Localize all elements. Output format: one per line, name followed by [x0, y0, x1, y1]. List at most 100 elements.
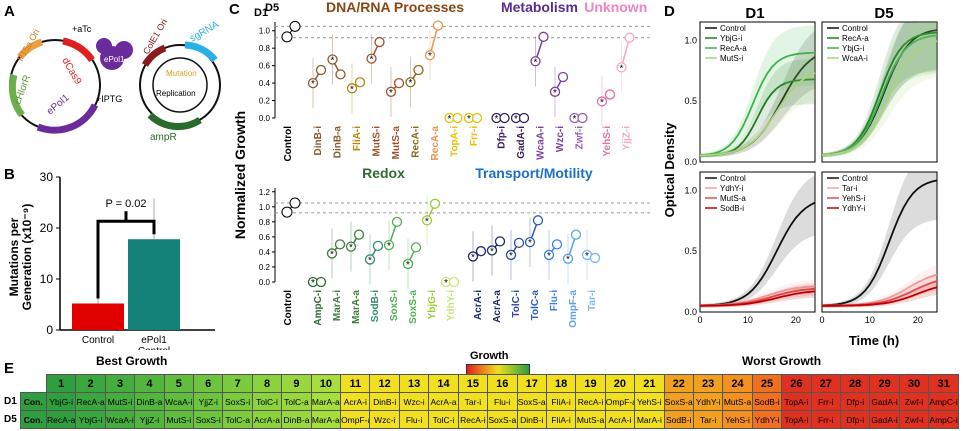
rank-gene-cell: MarA-a — [310, 392, 342, 411]
c-gene-tick-label: DinB-i — [313, 126, 324, 156]
d-column-title-d5: D5 — [874, 5, 893, 22]
c-significance-star: * — [370, 55, 374, 66]
d-error-band — [700, 283, 815, 308]
d-y-tick-label: 0.5 — [684, 246, 697, 256]
c-control-point-d5-bottom — [289, 197, 301, 209]
rank-number: 11 — [340, 374, 371, 393]
c-significance-star: * — [349, 243, 353, 254]
c-gene-tick-label: YjjZ-i — [622, 126, 633, 151]
c-gene-tick-label: TolC-i — [511, 290, 522, 318]
rank-gene-cell: Tar-i — [457, 392, 489, 411]
rank-gene-cell: Wzc-i — [398, 392, 430, 411]
rank-gene-cell: Frr-i — [810, 410, 841, 429]
b-y-tick-label: 30 — [40, 170, 54, 184]
rank-number: 29 — [869, 374, 900, 393]
c-significance-star: * — [620, 63, 624, 74]
c-gene-tick-label: Tar-i — [587, 290, 598, 311]
rank-gene-cell: Zwf-i — [898, 392, 930, 411]
c-point-d5 — [513, 237, 525, 249]
rank-gene-cell: OmpF-a — [340, 410, 371, 429]
rank-gene-cell: GadA-i — [869, 392, 900, 411]
c-point-d1 — [616, 62, 627, 73]
d-x-tick-label: 10 — [743, 315, 753, 325]
rank-gene-cell: AmpC-i — [928, 392, 959, 411]
c-point-d1 — [385, 86, 397, 97]
rank-gene-cell: YehS-i — [722, 410, 753, 429]
c-point-d1 — [326, 248, 338, 259]
b-y-tick-label: 20 — [40, 221, 54, 235]
rank-number: 8 — [251, 374, 283, 393]
p15a-ori-segment — [17, 38, 44, 60]
panel-letter-b: B — [4, 166, 15, 183]
b-bar — [128, 239, 180, 330]
c-point-d5 — [334, 239, 346, 250]
rank-number: 18 — [545, 374, 577, 393]
d-error-band — [822, 22, 937, 158]
c-gene-tick-label: GadA-i — [516, 126, 527, 159]
c-point-d1 — [405, 77, 416, 88]
c-point-d5 — [499, 112, 510, 124]
worst-growth-label: Worst Growth — [742, 354, 822, 368]
rank-gene-cell: SoxS-a — [487, 410, 518, 429]
plasmid-schematic: A P15a Ori dCas9 cHlorR ePol1 +aTc +IPTG… — [4, 3, 221, 143]
c-significance-star: * — [471, 252, 475, 263]
d-legend-label: SodB-i — [720, 204, 744, 213]
c-point-d5 — [353, 229, 365, 240]
rank-gene-cell: RecA-i — [575, 392, 606, 411]
ampr-segment — [147, 112, 202, 130]
rank-header-row: 1 2 3 4 5 6 7 8 9 10 11 12 13 14 15 16 17 18 19 20 21 22 23 24 2… — [4, 374, 959, 393]
rank-number: 14 — [428, 374, 459, 393]
panel-letter-c: C — [229, 1, 240, 18]
rank-gene-cell: SoxS-a — [663, 392, 694, 411]
panel-letter-e: E — [4, 360, 15, 377]
rank-gene-cell: MarA-i — [634, 410, 665, 429]
c-significance-star: * — [406, 260, 410, 271]
c-gene-tick-label: TolC-a — [530, 290, 541, 321]
rank-gene-cell: YjjZ-i — [134, 410, 165, 429]
rank-gene-cell: Zwf-i — [898, 410, 930, 429]
c-gene-tick-label: MarA-i — [332, 290, 343, 321]
rank-row-label: D5 — [4, 414, 17, 425]
c-gene-tick-label: YehS-i — [602, 126, 613, 157]
d-growth-curve — [699, 72, 816, 157]
c-point-d5 — [452, 112, 463, 124]
rank-number: 10 — [310, 374, 342, 393]
c-point-d5 — [589, 252, 601, 264]
c-significance-star: * — [467, 114, 471, 125]
rank-gene-cell: MutS-i — [104, 392, 136, 411]
d-column-title-d1: D1 — [745, 5, 764, 22]
c-group-title: DNA/RNA Processes — [326, 0, 464, 15]
rank-number: 3 — [104, 374, 136, 393]
c-point-d5 — [372, 240, 384, 252]
rank-gene-cell: FliA-i — [545, 410, 577, 429]
d-legend-label: YbjG-i — [720, 34, 742, 43]
panel-d: D Optical Density Time (h) D1 D5 0.0 0.5 1.0 Co… — [660, 0, 963, 350]
dcas9-label: dCas9 — [59, 56, 83, 87]
c-point-d5 — [432, 20, 444, 31]
c-y-tick-label-top: 0.8 — [259, 44, 271, 53]
c-significance-star: * — [389, 88, 393, 99]
rank-gene-cell: MutS-a — [722, 392, 753, 411]
d-error-band — [822, 22, 937, 158]
rank-gene-cell: OmpF-a — [604, 392, 636, 411]
rank-gene-cell: YbjG-i — [75, 410, 106, 429]
d-legend-label: Tar-i — [842, 184, 858, 193]
d-error-band — [822, 22, 937, 158]
rank-gene-cell: Dfp-i — [839, 392, 871, 411]
rank-number: 22 — [663, 374, 694, 393]
d-error-band — [822, 172, 937, 308]
c-gene-tick-label: RecA-a — [430, 126, 441, 161]
rank-header-blank — [20, 375, 47, 393]
c-control-point-d1-top — [281, 31, 293, 43]
sgrna-label: sgRNA — [188, 19, 221, 45]
d-legend-label: Control — [720, 24, 746, 33]
d-x-tick-label: 20 — [913, 315, 923, 325]
d-legend-label: RecA-a — [720, 44, 747, 53]
d-growth-curve — [821, 40, 938, 157]
c-significance-star: * — [490, 246, 494, 257]
rank-gene-cell: Flu-i — [398, 410, 430, 429]
c-significance-star: * — [409, 78, 413, 89]
c-significance-star: * — [387, 241, 391, 252]
c-point-d5 — [413, 64, 424, 76]
